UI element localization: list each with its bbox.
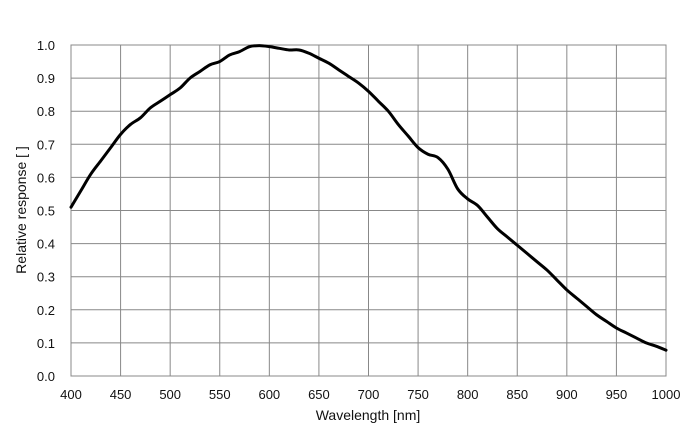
x-tick-label: 650 — [308, 387, 330, 402]
x-tick-label: 400 — [60, 387, 82, 402]
x-axis-title: Wavelength [nm] — [316, 407, 421, 423]
y-tick-label: 1.0 — [37, 38, 55, 53]
plot-frame — [70, 44, 667, 377]
y-tick-label: 0.2 — [37, 303, 55, 318]
y-tick-label: 0.4 — [37, 237, 55, 252]
curve-layer — [69, 44, 668, 352]
x-tick-label: 1000 — [652, 387, 681, 402]
y-tick-label: 0.8 — [37, 104, 55, 119]
y-axis-title: Relative response [ ] — [13, 146, 29, 274]
y-tick-label: 0.6 — [37, 170, 55, 185]
y-tick-label: 0.9 — [37, 71, 55, 86]
y-tick-label: 0.5 — [37, 204, 55, 219]
y-tick-label: 0.0 — [37, 369, 55, 384]
response-curve — [69, 44, 668, 352]
x-axis-ticks: 400 450 500 550 600 650 700 750 800 850 900 950 1000 — [60, 387, 680, 402]
y-axis-ticks: 0.0 0.1 0.2 0.3 0.4 0.5 0.6 0.7 0.8 0.9 1.0 — [37, 38, 55, 384]
x-tick-label: 850 — [506, 387, 528, 402]
y-tick-label: 0.3 — [37, 270, 55, 285]
x-tick-label: 450 — [110, 387, 132, 402]
x-tick-label: 750 — [407, 387, 429, 402]
x-tick-label: 550 — [209, 387, 231, 402]
y-tick-label: 0.1 — [37, 336, 55, 351]
x-tick-label: 800 — [457, 387, 479, 402]
x-tick-label: 600 — [258, 387, 280, 402]
x-tick-label: 950 — [606, 387, 628, 402]
x-tick-label: 500 — [159, 387, 181, 402]
x-tick-label: 900 — [556, 387, 578, 402]
y-tick-label: 0.7 — [37, 137, 55, 152]
x-tick-label: 700 — [358, 387, 380, 402]
